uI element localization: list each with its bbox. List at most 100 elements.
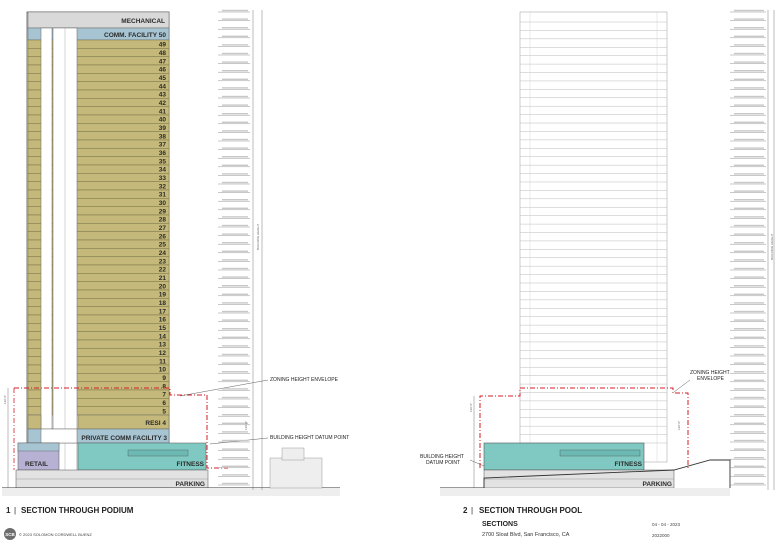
level-tag [222,310,248,313]
floor-number: 35 [159,158,167,165]
level-tag [734,138,764,141]
level-tag [222,465,248,467]
zoning-envelope [14,387,228,469]
level-tag [222,78,248,80]
level-tag [734,52,764,55]
level-tag [222,121,248,123]
level-tag [734,164,764,166]
level-tag [734,181,764,184]
pool-zoning-envelope [479,387,689,468]
level-tag [734,328,764,330]
resi-label: RESI 4 [145,420,166,427]
floor-number: 10 [159,367,167,374]
level-tag [734,457,764,459]
level-tag [222,319,248,321]
floor-number: 20 [159,283,167,290]
level-tag [222,181,248,184]
floor-number: 49 [159,42,167,49]
level-tag [222,130,248,132]
level-tag [222,70,248,72]
floor-number: 43 [159,92,167,99]
neighbor-building [269,457,323,489]
level-tag [734,267,764,270]
project-number: 2022000 [652,533,670,538]
level-tag [222,448,248,450]
svg-text:BUILDING HEIGHT: BUILDING HEIGHT [770,233,774,260]
level-tag [222,61,248,63]
level-tag [734,87,764,89]
floor-number: 17 [159,308,167,315]
comm-facility-label: COMM. FACILITY 50 [104,32,166,39]
level-tag [222,422,248,424]
level-tag [222,362,248,364]
level-tag [222,104,248,106]
level-tag [222,267,248,270]
svg-text:120'-0": 120'-0" [677,421,681,430]
podium-section: MECHANICAL COMM. FACILITY 50 49484746454… [2,9,349,515]
floor-number: 34 [159,167,167,174]
pool-fitness-zone [483,442,645,471]
level-tag [222,457,248,459]
level-tag [222,353,248,356]
level-tag [734,439,764,442]
level-tag [222,379,248,381]
level-tag [734,70,764,72]
level-tag [222,285,248,287]
floor-number: 45 [159,75,167,82]
svg-text:120'-0": 120'-0" [244,421,248,430]
podium-caption: SECTION THROUGH PODIUM [21,506,134,515]
level-tag [222,27,248,29]
pool-tower-outline [519,11,668,463]
level-tag [734,242,764,244]
level-tag [222,328,248,330]
level-tag [222,250,248,252]
level-tag [222,259,248,261]
level-tag [734,61,764,63]
sheet-date: 04 - 04 - 2023 [652,522,681,527]
level-tag [734,104,764,106]
level-tag [734,113,764,115]
level-tag [734,388,764,390]
level-markers [218,9,250,486]
pool-level-markers [730,9,766,486]
level-tag [734,396,764,399]
floor-number: 48 [159,50,167,57]
floor-number: 39 [159,125,167,132]
level-tag [734,431,764,433]
svg-text:|: | [14,506,16,515]
level-tag [734,27,764,29]
level-tag [222,414,248,416]
zoning-note: ZONING HEIGHT ENVELOPE [270,377,339,383]
floor-number: 16 [159,317,167,324]
level-tag [222,52,248,55]
pool-caption-number: 2 [463,506,468,515]
level-tag [222,173,248,175]
level-tag [734,147,764,149]
level-tag [734,199,764,201]
level-tag [222,87,248,89]
parking-label: PARKING [176,481,206,488]
level-tag [734,44,764,46]
level-tag [222,293,248,295]
level-tag [734,371,764,373]
level-tag [222,371,248,373]
title-block: SCB © 2023 SOLOMON CORDWELL BUENZ SECTIO… [4,521,681,540]
level-tag [734,233,764,235]
floor-number: 44 [159,83,167,90]
level-tag [222,138,248,141]
level-tag [222,439,248,442]
floor-number: 32 [159,183,167,190]
floor-number: 19 [159,292,167,299]
firm-logo [4,528,16,540]
level-tag [222,156,248,158]
level-tag [222,9,248,12]
level-tag [734,207,764,209]
level-tag [734,95,764,98]
level-tag [222,345,248,347]
level-tag [222,336,248,338]
level-tag [734,259,764,261]
mechanical-label: MECHANICAL [121,18,165,25]
level-tag [734,319,764,321]
